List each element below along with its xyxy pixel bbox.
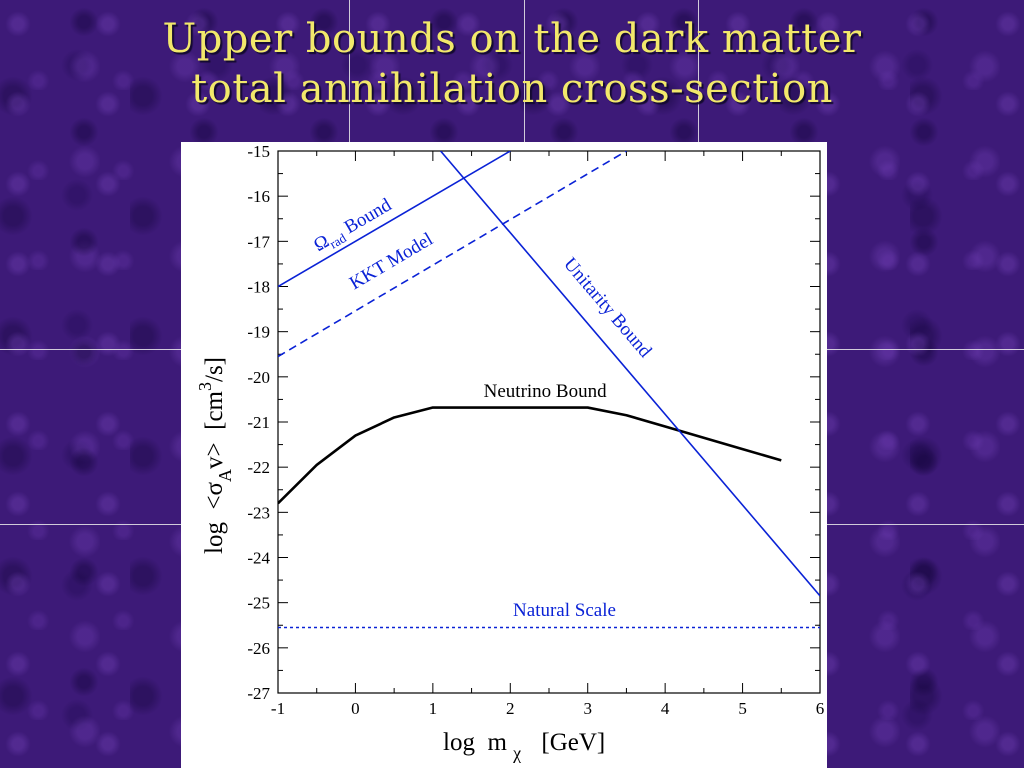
x-tick-label: 5 <box>738 699 747 718</box>
y-axis-label: log <σAv> [cm3/s] <box>195 357 235 554</box>
x-tick-label: -1 <box>271 699 285 718</box>
x-axis-label-unit: [GeV] <box>541 729 605 756</box>
y-tick-label: -19 <box>247 323 270 342</box>
y-tick-label: -20 <box>247 368 270 387</box>
x-axis-label: log m χ [GeV] <box>443 729 605 765</box>
x-tick-label: 3 <box>583 699 592 718</box>
series-line-neutrino-bound <box>278 406 782 505</box>
x-tick-label: 1 <box>429 699 438 718</box>
slide-title-line-1: Upper bounds on the dark matter <box>162 16 862 62</box>
series-label-natural-scale: Natural Scale <box>513 600 616 621</box>
y-tick-label: -27 <box>247 684 270 703</box>
x-axis-label-main: log m <box>443 729 507 756</box>
x-tick-label: 0 <box>351 699 360 718</box>
x-axis-label-subscript: χ <box>512 743 521 763</box>
y-tick-label: -26 <box>247 639 270 658</box>
series-line-unitarity-bound <box>439 151 820 597</box>
slide-title-line-2: total annihilation cross-section <box>191 66 833 112</box>
chart-svg: -1 0 1 2 3 4 5 6 -27 -26 -25 -24 -23 -22 -21 -20 -19 -18 -… <box>195 142 824 765</box>
y-tick-label: -21 <box>247 413 270 432</box>
y-axis-label-superscript: 3 <box>195 382 215 391</box>
axis-ticks: -1 0 1 2 3 4 5 6 -27 -26 -25 -24 -23 -22 -21 -20 -19 -18 -… <box>247 142 824 718</box>
y-tick-label: -25 <box>247 594 270 613</box>
series-group <box>278 151 820 629</box>
y-tick-label: -18 <box>247 278 270 297</box>
y-axis-label-main: log <σ <box>201 481 228 554</box>
series-line-kkt-model <box>278 151 627 358</box>
y-axis-label-end: /s] <box>201 357 228 382</box>
y-tick-label: -17 <box>247 232 270 251</box>
y-axis-label-mid: v> [cm <box>201 390 228 469</box>
y-tick-label: -16 <box>247 187 270 206</box>
chart-panel: -1 0 1 2 3 4 5 6 -27 -26 -25 -24 -23 -22 -21 -20 -19 -18 -… <box>181 142 827 768</box>
y-axis-label-subscript: A <box>215 469 235 482</box>
y-tick-label: -24 <box>247 549 270 568</box>
series-label-omega-rad-bound: Ωrad Bound <box>310 194 397 258</box>
x-tick-label: 2 <box>506 699 515 718</box>
y-tick-label: -23 <box>247 503 270 522</box>
y-tick-label: -22 <box>247 458 270 477</box>
y-tick-label: -15 <box>247 142 270 161</box>
series-label-neutrino-bound: Neutrino Bound <box>484 381 607 402</box>
x-tick-label: 4 <box>661 699 670 718</box>
slide-title: Upper bounds on the dark matter total an… <box>0 14 1024 114</box>
series-line-omega-rad-bound <box>278 151 511 288</box>
x-tick-label: 6 <box>816 699 825 718</box>
